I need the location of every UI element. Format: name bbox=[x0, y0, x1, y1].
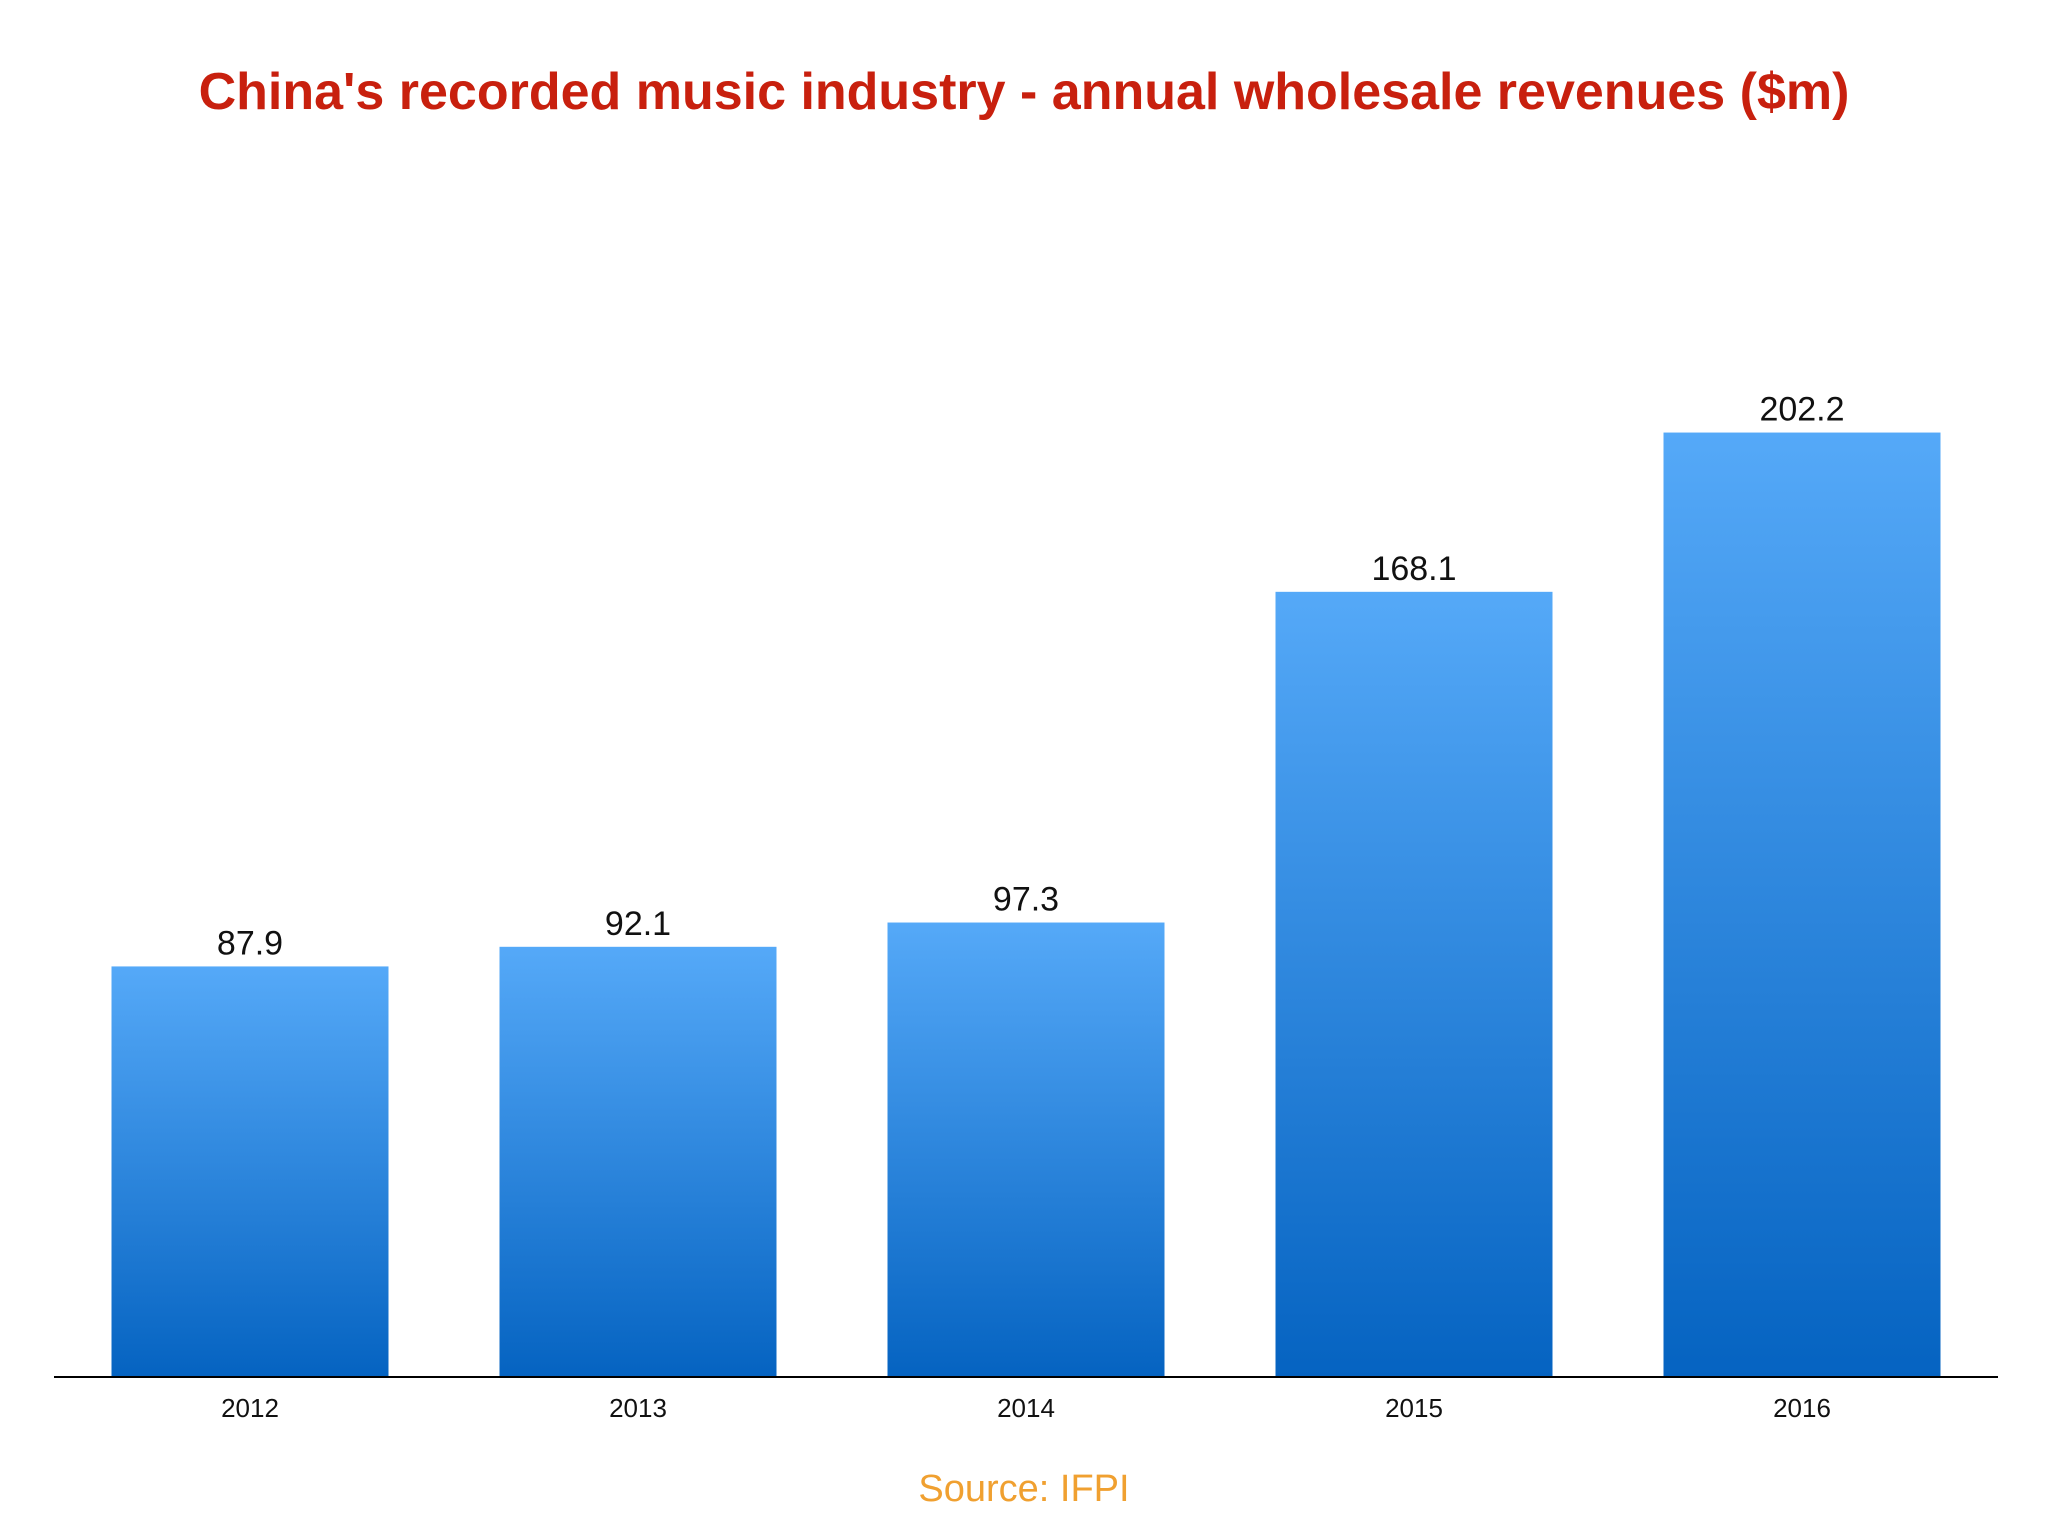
bar-2016 bbox=[1663, 432, 1941, 1377]
x-tick-label-2014: 2014 bbox=[997, 1393, 1055, 1423]
value-label-2013: 92.1 bbox=[605, 905, 671, 943]
value-labels-group: 87.9 92.1 97.3 168.1 202.2 bbox=[217, 391, 1845, 963]
value-label-2012: 87.9 bbox=[217, 924, 283, 962]
bar-2013 bbox=[499, 946, 777, 1377]
x-tick-label-2015: 2015 bbox=[1385, 1393, 1443, 1423]
bar-2014 bbox=[887, 922, 1165, 1377]
bar-2012 bbox=[111, 966, 389, 1377]
bar-2015 bbox=[1275, 591, 1553, 1377]
chart-title: China's recorded music industry - annual… bbox=[198, 63, 1850, 121]
bars-group bbox=[111, 432, 1941, 1377]
x-tick-label-2012: 2012 bbox=[221, 1393, 279, 1423]
value-label-2014: 97.3 bbox=[993, 881, 1059, 919]
x-tick-label-2013: 2013 bbox=[609, 1393, 667, 1423]
value-label-2016: 202.2 bbox=[1759, 391, 1844, 429]
x-tick-labels: 2012 2013 2014 2015 2016 bbox=[221, 1393, 1831, 1423]
x-tick-label-2016: 2016 bbox=[1773, 1393, 1831, 1423]
source-note: Source: IFPI bbox=[918, 1468, 1130, 1510]
value-label-2015: 168.1 bbox=[1371, 550, 1456, 588]
